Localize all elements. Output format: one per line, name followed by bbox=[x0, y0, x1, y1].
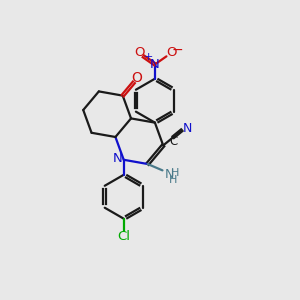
Text: +: + bbox=[144, 52, 153, 62]
Text: O: O bbox=[166, 46, 176, 59]
Text: N: N bbox=[165, 169, 175, 182]
Text: O: O bbox=[132, 71, 142, 85]
Text: O: O bbox=[134, 46, 144, 59]
Text: H: H bbox=[169, 175, 177, 185]
Text: N: N bbox=[150, 58, 160, 71]
Text: N: N bbox=[112, 152, 122, 165]
Text: Cl: Cl bbox=[117, 230, 130, 243]
Text: C: C bbox=[169, 135, 178, 148]
Text: H: H bbox=[171, 168, 180, 178]
Text: N: N bbox=[182, 122, 192, 135]
Text: −: − bbox=[172, 43, 183, 57]
